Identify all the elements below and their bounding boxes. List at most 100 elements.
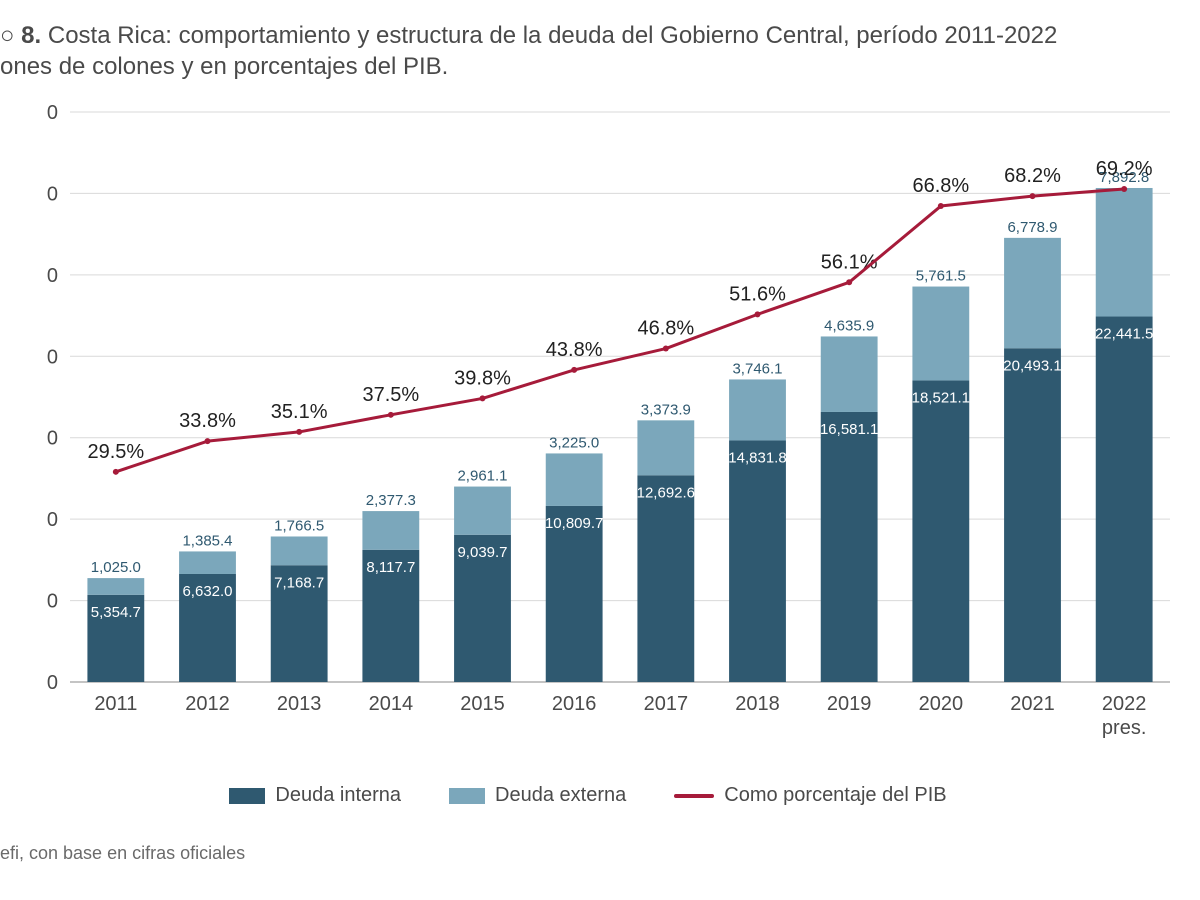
x-tick-label: 2021	[1010, 693, 1055, 715]
bar-externa	[912, 287, 969, 381]
bar-externa	[546, 454, 603, 507]
bar-label-externa: 2,961.1	[457, 468, 507, 485]
x-tick-label: 2014	[369, 693, 414, 715]
bar-interna	[1096, 317, 1153, 682]
svg-text:0: 0	[47, 102, 58, 124]
chart-title-line2: ones de colones y en porcentajes del PIB…	[0, 51, 1176, 82]
bar-label-externa: 5,761.5	[916, 268, 966, 285]
bar-label-interna: 18,521.1	[912, 390, 970, 407]
chart-svg: 0 0 0 0 0 0 0 0 5,354.7 1,025.0 2011 29.5% 6,632.0 1,…	[0, 92, 1180, 772]
bar-label-externa: 1,385.4	[182, 533, 232, 550]
svg-text:0: 0	[47, 428, 58, 450]
swatch-line	[674, 794, 714, 798]
svg-text:0: 0	[47, 510, 58, 532]
legend-item-externa: Deuda externa	[449, 784, 626, 807]
footnote: efi, con base en cifras oficiales	[0, 843, 1176, 864]
x-tick-label: 2019	[827, 693, 872, 715]
title-rest: Costa Rica: comportamiento y estructura …	[41, 22, 1057, 49]
pct-label: 37.5%	[362, 384, 419, 406]
x-tick-label: 2015	[460, 693, 505, 715]
bar-label-interna: 14,831.8	[728, 450, 786, 467]
bar-label-externa: 6,778.9	[1007, 219, 1057, 236]
bar-interna	[821, 412, 878, 682]
x-tick-label: 2012	[185, 693, 230, 715]
svg-text:0: 0	[47, 347, 58, 369]
pct-label: 66.8%	[912, 175, 969, 197]
bar-label-interna: 6,632.0	[182, 583, 232, 600]
bar-externa	[729, 380, 786, 441]
legend-item-interna: Deuda interna	[229, 784, 401, 807]
bar-label-externa: 4,635.9	[824, 318, 874, 335]
svg-text:0: 0	[47, 184, 58, 206]
x-tick-label: 2018	[735, 693, 780, 715]
bar-label-interna: 7,168.7	[274, 575, 324, 592]
pct-label: 43.8%	[546, 339, 603, 361]
chart-title-block: ○ 8. Costa Rica: comportamiento y estruc…	[0, 20, 1176, 82]
pct-label: 46.8%	[637, 318, 694, 340]
bar-interna	[912, 381, 969, 683]
pct-marker	[205, 439, 211, 445]
page-root: ○ 8. Costa Rica: comportamiento y estruc…	[0, 0, 1200, 900]
pct-label: 51.6%	[729, 284, 786, 306]
chart-title-line1: ○ 8. Costa Rica: comportamiento y estruc…	[0, 20, 1176, 51]
bar-externa	[362, 511, 419, 550]
pct-marker	[480, 396, 486, 402]
swatch-interna	[229, 788, 265, 804]
svg-text:0: 0	[47, 672, 58, 694]
legend-label-externa: Deuda externa	[495, 784, 626, 807]
svg-text:0: 0	[47, 591, 58, 613]
bar-label-externa: 1,025.0	[91, 559, 141, 576]
bar-interna	[546, 506, 603, 682]
pct-marker	[1030, 193, 1036, 199]
pct-label: 33.8%	[179, 411, 236, 433]
pct-label: 35.1%	[271, 401, 328, 423]
bar-label-externa: 3,746.1	[732, 361, 782, 378]
pct-label: 68.2%	[1004, 165, 1061, 187]
bar-label-interna: 12,692.6	[637, 485, 695, 502]
x-tick-label: 2016	[552, 693, 597, 715]
pct-marker	[296, 429, 302, 435]
pct-marker	[388, 412, 394, 418]
x-tick-label: 2011	[94, 693, 137, 715]
pct-label: 69.2%	[1096, 158, 1153, 180]
pct-marker	[663, 346, 669, 352]
legend: Deuda interna Deuda externa Como porcent…	[0, 784, 1176, 807]
bar-label-externa: 1,766.5	[274, 518, 324, 535]
pct-marker	[113, 469, 119, 475]
pct-label: 29.5%	[87, 441, 144, 463]
bar-label-interna: 22,441.5	[1095, 326, 1153, 343]
x-tick-label: 2022	[1102, 693, 1147, 715]
bar-externa	[179, 552, 236, 575]
x-tick-label: 2013	[277, 693, 322, 715]
bar-label-interna: 9,039.7	[457, 544, 507, 561]
x-tick-label: 2017	[644, 693, 689, 715]
bar-interna	[637, 476, 694, 683]
title-prefix: ○ 8.	[0, 22, 41, 49]
pct-marker	[846, 280, 852, 286]
bar-label-externa: 3,225.0	[549, 435, 599, 452]
bar-externa	[1004, 238, 1061, 348]
chart-container: 0 0 0 0 0 0 0 0 5,354.7 1,025.0 2011 29.5% 6,632.0 1,…	[0, 92, 1180, 772]
bar-externa	[637, 421, 694, 476]
bar-externa	[87, 578, 144, 595]
bar-interna	[1004, 349, 1061, 683]
pct-label: 56.1%	[821, 252, 878, 274]
bar-externa	[821, 337, 878, 412]
svg-text:0: 0	[47, 265, 58, 287]
pct-label: 39.8%	[454, 368, 511, 390]
x-tick-label: 2020	[919, 693, 964, 715]
swatch-externa	[449, 788, 485, 804]
bar-externa	[271, 537, 328, 566]
bar-label-externa: 3,373.9	[641, 402, 691, 419]
bar-label-interna: 20,493.1	[1003, 358, 1061, 375]
bar-externa	[1096, 188, 1153, 317]
bar-label-interna: 5,354.7	[91, 604, 141, 621]
legend-label-interna: Deuda interna	[275, 784, 401, 807]
pct-line	[116, 189, 1124, 472]
bar-label-interna: 8,117.7	[366, 559, 415, 576]
legend-item-line: Como porcentaje del PIB	[674, 784, 946, 807]
bar-interna	[729, 441, 786, 683]
bar-externa	[454, 487, 511, 535]
pct-marker	[571, 367, 577, 373]
bar-label-interna: 10,809.7	[545, 515, 603, 532]
